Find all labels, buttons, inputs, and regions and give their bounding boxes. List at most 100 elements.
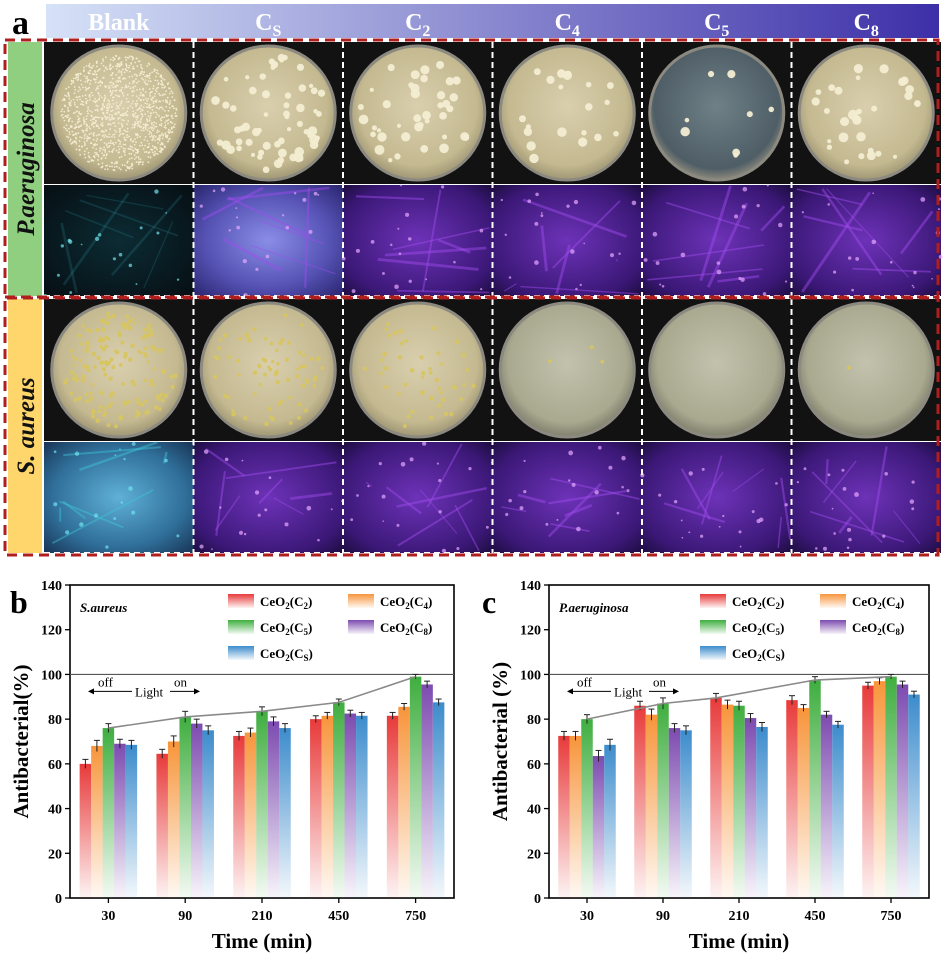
bacterial-colony <box>168 106 171 109</box>
bacterial-colony <box>823 107 830 114</box>
bacterial-colony <box>148 142 151 145</box>
bacterial-colony <box>105 135 108 138</box>
bacterial-colony <box>127 325 133 331</box>
bacterial-colony <box>846 365 852 370</box>
bacterial-colony <box>103 372 108 377</box>
bacterial-colony <box>87 151 90 154</box>
fluorescence-image-paeruginosa <box>343 185 493 296</box>
bacterial-colony <box>170 126 173 129</box>
bacterial-colony <box>121 322 126 326</box>
bacterial-colony <box>125 101 128 103</box>
fluorescent-spot <box>937 208 941 211</box>
fiber-strand <box>63 446 161 457</box>
bacterial-colony <box>168 103 171 106</box>
bacterial-colony <box>129 145 132 148</box>
bacterial-colony <box>253 392 257 396</box>
panel-label: c <box>482 584 496 620</box>
bacterial-colony <box>811 97 820 106</box>
bacterial-colony <box>83 69 86 71</box>
fluorescent-spot <box>566 204 570 208</box>
fluorescent-spot <box>523 489 527 494</box>
bacterial-colony <box>87 136 90 139</box>
bacterial-colony <box>93 144 95 146</box>
bacterial-colony <box>146 102 149 105</box>
bacterial-colony <box>118 415 124 421</box>
bacterial-colony <box>84 392 89 397</box>
fiber-strand <box>555 244 571 294</box>
bacterial-colony <box>904 91 913 101</box>
bacterial-colony <box>104 116 107 119</box>
bacterial-colony <box>113 96 115 99</box>
bacterial-colony <box>93 73 96 76</box>
legend-swatch <box>348 594 374 608</box>
bacterial-colony <box>68 133 71 136</box>
bacterial-colony <box>95 134 98 137</box>
bacterial-colony <box>852 115 862 125</box>
bacterial-colony <box>147 124 149 126</box>
bacterial-colony <box>135 161 138 164</box>
bacterial-colony <box>99 318 105 323</box>
bacterial-colony <box>154 116 157 119</box>
bacterial-colony <box>91 122 94 125</box>
fiber-strand <box>899 210 934 255</box>
fluorescent-spot <box>398 252 402 256</box>
bacterial-colony <box>89 119 92 122</box>
bacterial-colony <box>109 103 112 106</box>
bacterial-colony <box>127 56 130 59</box>
bacterial-colony <box>163 109 166 112</box>
bacterial-colony <box>93 118 96 121</box>
bacterial-colony <box>223 393 228 399</box>
bar-ceo2c4-210 <box>721 704 734 898</box>
bacterial-colony <box>170 90 173 93</box>
bacterial-colony <box>409 368 415 373</box>
bacterial-colony <box>855 75 861 81</box>
bacterial-colony <box>96 99 99 102</box>
bacterial-colony <box>130 165 133 168</box>
bacterial-colony <box>152 100 155 103</box>
bacterial-colony <box>132 115 135 118</box>
bacterial-colony <box>139 107 141 110</box>
bacterial-colony <box>91 115 93 118</box>
bacterial-colony <box>156 79 159 82</box>
bacterial-colony <box>77 76 79 79</box>
bacterial-colony <box>169 100 172 102</box>
fluorescent-spot <box>854 492 859 497</box>
x-tick-label: 210 <box>252 909 273 924</box>
bacterial-colony <box>79 98 81 101</box>
bacterial-colony <box>105 320 110 326</box>
fluorescent-spot <box>438 478 442 483</box>
fluorescent-spot <box>176 534 180 538</box>
bacterial-colony <box>252 327 257 332</box>
fluorescent-spot <box>79 522 84 527</box>
bacterial-colony <box>147 156 150 158</box>
bacterial-colony <box>235 358 241 363</box>
fluorescent-spot <box>500 198 503 202</box>
fiber-strand <box>64 210 134 239</box>
bacterial-colony <box>120 114 123 116</box>
bacterial-colony <box>286 126 292 132</box>
bacterial-colony <box>263 112 269 117</box>
bacterial-colony <box>131 140 134 143</box>
bacterial-colony <box>116 79 119 82</box>
fluorescent-spot <box>394 284 399 290</box>
y-tick-label: 100 <box>41 668 62 683</box>
fiber-strand <box>696 471 724 510</box>
legend-swatch <box>700 620 726 634</box>
bacterial-colony <box>151 139 154 142</box>
fiber-strand <box>365 481 373 488</box>
bacterial-colony <box>141 93 144 96</box>
bacterial-colony <box>67 93 70 96</box>
bacterial-colony <box>111 91 114 94</box>
bacterial-colony <box>135 78 137 80</box>
bacterial-colony <box>61 99 64 102</box>
bacterial-colony <box>309 134 320 145</box>
bacterial-colony <box>296 415 302 420</box>
bacterial-colony <box>106 116 109 119</box>
bacterial-colony <box>153 134 156 137</box>
fluorescent-spot <box>330 508 333 511</box>
y-tick-label: 100 <box>520 668 541 683</box>
bacterial-colony <box>106 111 108 114</box>
fluorescent-spot <box>527 199 532 204</box>
bacterial-colony <box>732 148 741 157</box>
bar-ceo2c2-90 <box>634 705 646 898</box>
